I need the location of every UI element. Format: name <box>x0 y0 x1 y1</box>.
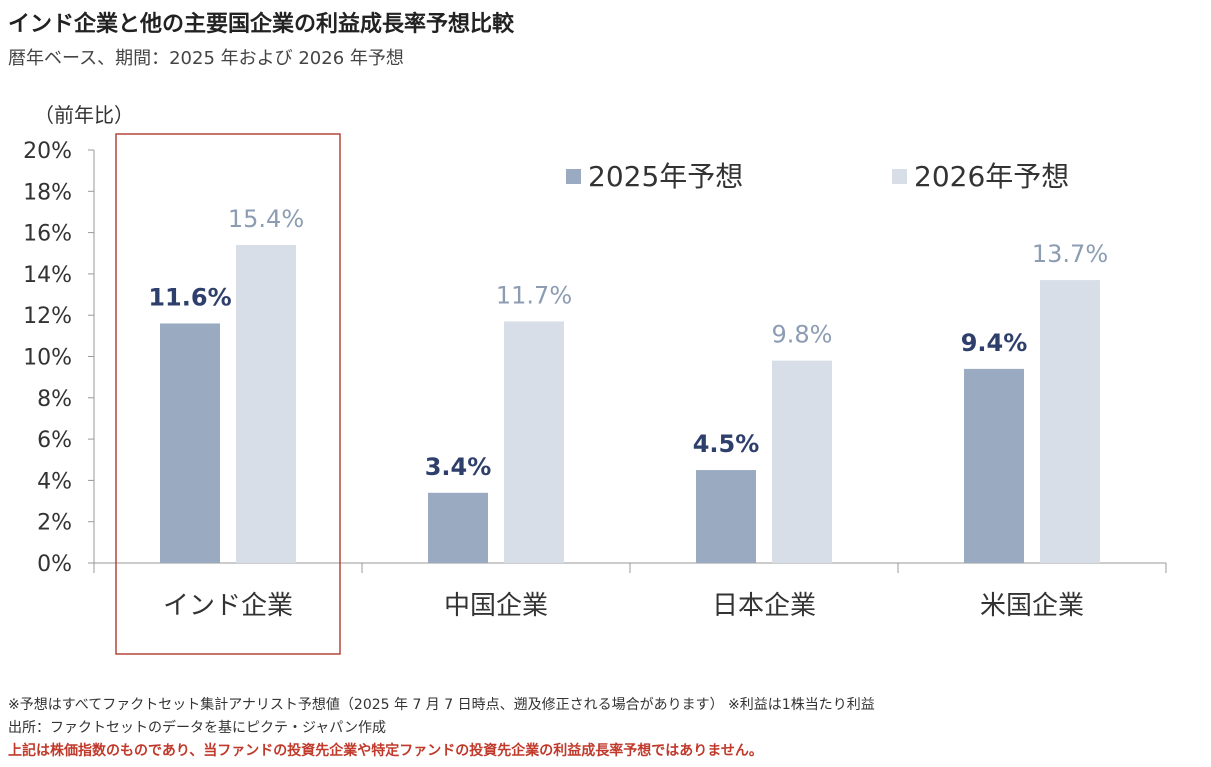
data-label: 11.7% <box>496 281 572 309</box>
data-label: 9.8% <box>772 321 833 349</box>
bar-chart: （前年比） 0% 2% 4% 6% 8% 10% 12% 14% 16% 18% 20% 11.6% 15… <box>23 103 1167 655</box>
footnote-disclaimer: 上記は株価指数のものであり、当ファンドの投資先企業や特定ファンドの投資先企業の利… <box>8 743 763 759</box>
x-category-label: インド企業 <box>163 591 293 621</box>
x-category-label: 中国企業 <box>444 591 548 621</box>
y-tick-label: 14% <box>23 263 72 288</box>
y-tick-label: 4% <box>37 469 72 494</box>
y-tick-label: 12% <box>23 304 72 329</box>
footnote-forecast: ※予想はすべてファクトセット集計アナリスト予想値（2025 年 7 月 7 日時… <box>8 697 875 713</box>
y-tick-label: 0% <box>37 552 72 577</box>
bar-2025 <box>696 470 756 563</box>
chart-title: インド企業と他の主要国企業の利益成長率予想比較 <box>8 12 515 37</box>
y-axis-label: （前年比） <box>34 103 134 127</box>
y-tick-label: 2% <box>37 511 72 536</box>
y-tick-label: 18% <box>23 180 72 205</box>
legend-label: 2026年予想 <box>914 160 1069 193</box>
y-tick-label: 16% <box>23 222 72 247</box>
footnotes: ※予想はすべてファクトセット集計アナリスト予想値（2025 年 7 月 7 日時… <box>8 694 875 763</box>
data-label: 9.4% <box>961 329 1028 357</box>
data-label: 3.4% <box>425 453 492 481</box>
bar-2026 <box>1040 280 1100 563</box>
chart-subtitle: 暦年ベース、期間：2025 年および 2026 年予想 <box>8 48 404 69</box>
x-category-label: 米国企業 <box>980 591 1084 621</box>
legend-swatch-2025 <box>566 169 581 184</box>
legend-swatch-2026 <box>892 169 907 184</box>
bar-2026 <box>504 321 564 563</box>
bar-2026 <box>772 360 832 563</box>
data-label: 15.4% <box>228 205 304 233</box>
bar-2025 <box>160 323 220 563</box>
bar-2025 <box>964 368 1024 563</box>
bar-2025 <box>428 492 488 563</box>
bar-2026 <box>236 244 296 564</box>
data-label: 4.5% <box>693 430 760 458</box>
y-tick-label: 10% <box>23 346 72 371</box>
highlight-box <box>115 133 341 655</box>
footnote-source: 出所：ファクトセットのデータを基にピクテ・ジャパン作成 <box>8 720 386 736</box>
data-label: 13.7% <box>1032 240 1108 268</box>
data-label: 11.6% <box>148 283 231 311</box>
x-category-label: 日本企業 <box>712 591 816 621</box>
legend-label: 2025年予想 <box>588 160 743 193</box>
y-tick-label: 20% <box>23 139 72 164</box>
y-tick-label: 6% <box>37 428 72 453</box>
y-tick-label: 8% <box>37 387 72 412</box>
